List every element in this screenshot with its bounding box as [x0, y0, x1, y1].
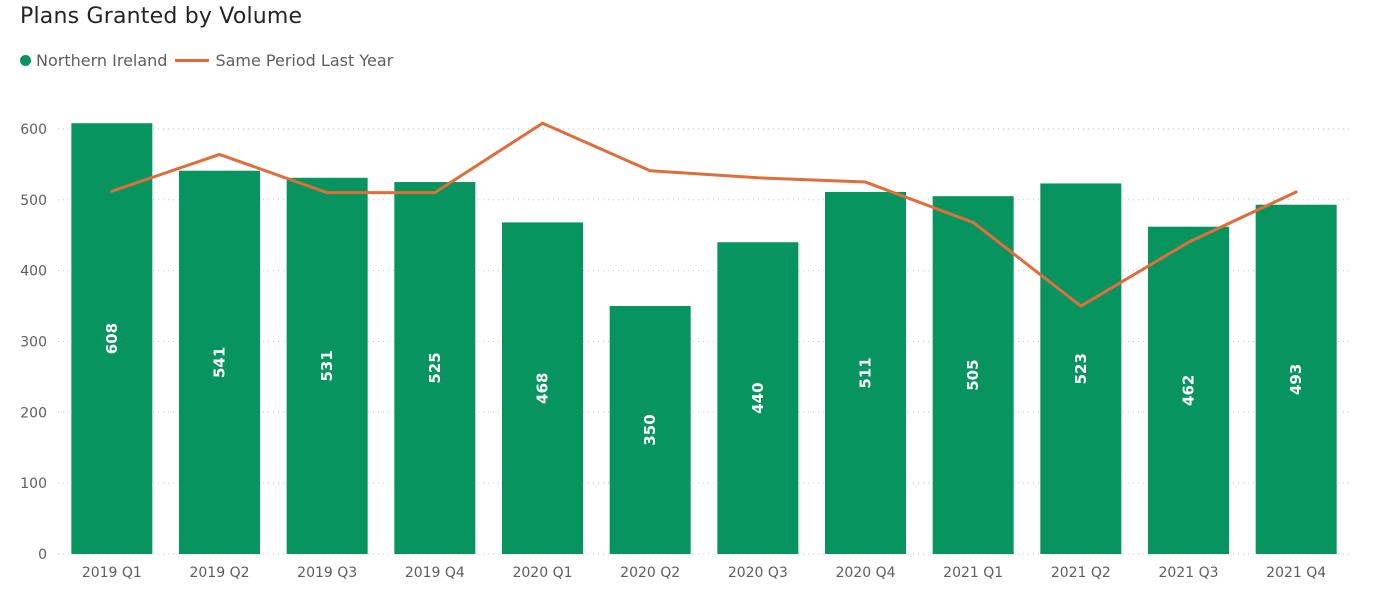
data-label: 525 — [426, 352, 444, 383]
legend-marker-same-period-last-year — [175, 58, 210, 62]
x-tick-label: 2020 Q3 — [728, 565, 788, 581]
x-tick-label: 2021 Q2 — [1051, 565, 1111, 581]
x-tick-label: 2021 Q1 — [943, 565, 1003, 581]
line-series-path[interactable] — [110, 121, 1298, 308]
bar[interactable] — [717, 242, 799, 554]
x-tick-label: 2019 Q2 — [189, 565, 249, 581]
data-label: 608 — [103, 323, 121, 354]
data-label: 523 — [1072, 353, 1090, 384]
bar[interactable] — [932, 196, 1014, 554]
bar[interactable] — [286, 177, 368, 554]
data-label: 440 — [749, 382, 767, 413]
x-tick-label: 2019 Q1 — [82, 565, 142, 581]
bar[interactable] — [71, 123, 153, 555]
line-series-same-period-last-year — [110, 121, 1298, 308]
data-label: 511 — [857, 357, 875, 388]
y-tick-label: 400 — [20, 264, 47, 280]
bar[interactable] — [1040, 183, 1122, 554]
y-tick-label: 200 — [20, 405, 47, 421]
bar[interactable] — [179, 170, 260, 554]
data-label: 462 — [1180, 375, 1198, 406]
bar-series-northern-ireland — [71, 123, 1337, 555]
bar[interactable] — [825, 191, 906, 555]
y-tick-label: 100 — [20, 476, 47, 492]
bar[interactable] — [394, 182, 476, 554]
y-tick-label: 0 — [38, 547, 47, 563]
y-tick-label: 600 — [20, 122, 47, 138]
bar[interactable] — [1255, 204, 1337, 554]
data-labels: 608 541 531 525 468 350 440 511 505 523 462 493 — [103, 323, 1305, 446]
data-label: 350 — [641, 414, 659, 445]
data-label: 493 — [1287, 364, 1305, 395]
bar[interactable] — [502, 222, 583, 554]
y-tick-label: 500 — [20, 193, 47, 209]
bar[interactable] — [1148, 226, 1229, 554]
data-label: 468 — [534, 373, 552, 404]
data-label: 541 — [211, 347, 229, 378]
x-tick-label: 2020 Q2 — [620, 565, 680, 581]
legend-label-same-period-last-year[interactable]: Same Period Last Year — [215, 50, 394, 70]
data-label: 531 — [318, 350, 336, 381]
chart-title: Plans Granted by Volume — [20, 4, 303, 29]
x-tick-label: 2019 Q3 — [297, 565, 357, 581]
data-label: 505 — [964, 359, 982, 390]
x-tick-label: 2019 Q4 — [405, 565, 465, 581]
axes: 0 100 200 300 400 500 600 2019 Q1 2019 Q2 2019 Q3… — [20, 122, 1326, 581]
y-tick-label: 300 — [20, 334, 47, 350]
bar[interactable] — [609, 306, 691, 554]
legend[interactable]: Northern Ireland Same Period Last Year — [20, 49, 393, 71]
x-tick-label: 2020 Q1 — [512, 565, 572, 581]
legend-label-northern-ireland[interactable]: Northern Ireland — [36, 50, 168, 70]
x-tick-label: 2021 Q4 — [1266, 565, 1326, 581]
x-tick-label: 2021 Q3 — [1158, 565, 1218, 581]
x-tick-label: 2020 Q4 — [835, 565, 895, 581]
legend-marker-northern-ireland — [20, 54, 31, 66]
gridlines — [58, 128, 1350, 555]
